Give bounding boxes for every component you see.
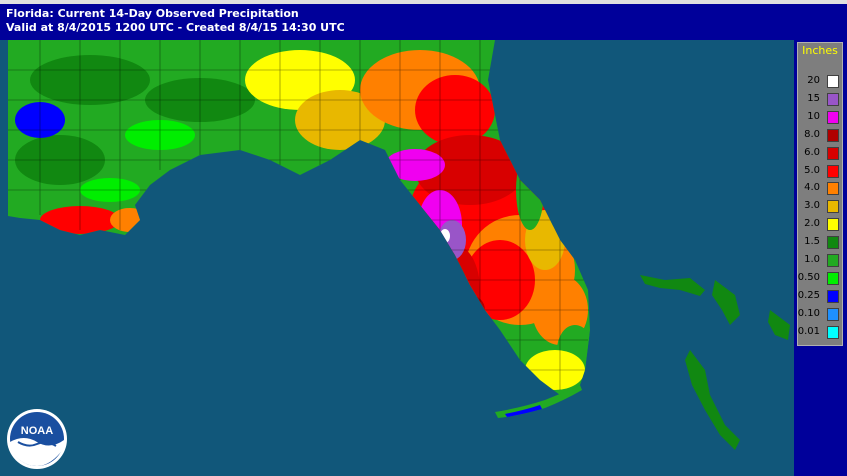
legend-row: 8.0 bbox=[798, 127, 842, 144]
legend-swatch bbox=[827, 289, 839, 303]
legend-swatch bbox=[827, 164, 839, 178]
legend-row: 1.5 bbox=[798, 234, 842, 251]
window-top-strip bbox=[0, 0, 847, 4]
legend-row: 4.0 bbox=[798, 180, 842, 197]
legend-label: 5.0 bbox=[804, 164, 820, 176]
legend-row: 15 bbox=[798, 91, 842, 108]
legend-label: 2.0 bbox=[804, 218, 820, 230]
legend-label: 0.25 bbox=[797, 289, 820, 301]
legend-row: 2.0 bbox=[798, 216, 842, 233]
legend-title: Inches bbox=[802, 44, 838, 57]
legend-swatch bbox=[827, 200, 839, 214]
legend-label: 4.0 bbox=[804, 182, 820, 194]
legend-label: 6.0 bbox=[804, 146, 820, 158]
noaa-logo-icon: NOAA bbox=[7, 409, 67, 469]
map-svg bbox=[8, 40, 790, 450]
legend-swatch bbox=[827, 110, 839, 124]
legend-label: 1.0 bbox=[804, 254, 820, 265]
legend-row: 0.50 bbox=[798, 270, 842, 287]
legend-swatch bbox=[827, 325, 839, 339]
map-subtitle: Valid at 8/4/2015 1200 UTC - Created 8/4… bbox=[6, 21, 345, 34]
legend-row: 0.01 bbox=[798, 324, 842, 341]
legend-label: 0.01 bbox=[797, 325, 820, 337]
legend-row: 20 bbox=[798, 73, 842, 90]
legend-swatch bbox=[827, 182, 839, 196]
legend-row: 10 bbox=[798, 109, 842, 126]
legend-swatch bbox=[827, 254, 839, 267]
bahamas-islands bbox=[640, 275, 790, 450]
legend-label: 8.0 bbox=[804, 128, 820, 140]
map-title: Florida: Current 14-Day Observed Precipi… bbox=[6, 7, 299, 20]
legend-swatch bbox=[827, 75, 839, 88]
legend-swatch bbox=[827, 92, 839, 106]
legend-row: 1.0 bbox=[798, 252, 842, 269]
precipitation-legend: Inches 20 15 10 8.0 6.0 5.0 4.0 3.0 2.0 1.5 1.0 0.5… bbox=[797, 42, 843, 346]
legend-label: 0.50 bbox=[797, 271, 820, 283]
legend-row: 5.0 bbox=[798, 163, 842, 180]
legend-label: 1.5 bbox=[804, 236, 820, 248]
noaa-logo-text: NOAA bbox=[21, 425, 53, 437]
legend-swatch bbox=[827, 271, 839, 285]
legend-label: 0.10 bbox=[797, 307, 820, 319]
legend-swatch bbox=[827, 236, 839, 250]
legend-row: 0.25 bbox=[798, 288, 842, 305]
legend-row: 6.0 bbox=[798, 145, 842, 162]
legend-label: 20 bbox=[807, 75, 820, 86]
legend-swatch bbox=[827, 307, 839, 321]
legend-swatch bbox=[827, 218, 839, 232]
precipitation-map bbox=[0, 40, 794, 476]
legend-label: 10 bbox=[807, 110, 820, 122]
legend-label: 3.0 bbox=[804, 200, 820, 212]
legend-swatch bbox=[827, 128, 839, 142]
legend-row: 3.0 bbox=[798, 198, 842, 215]
legend-row: 0.10 bbox=[798, 306, 842, 323]
legend-swatch bbox=[827, 146, 839, 160]
florida-keys bbox=[495, 385, 582, 418]
legend-label: 15 bbox=[807, 92, 820, 104]
map-header: Florida: Current 14-Day Observed Precipi… bbox=[0, 4, 847, 40]
